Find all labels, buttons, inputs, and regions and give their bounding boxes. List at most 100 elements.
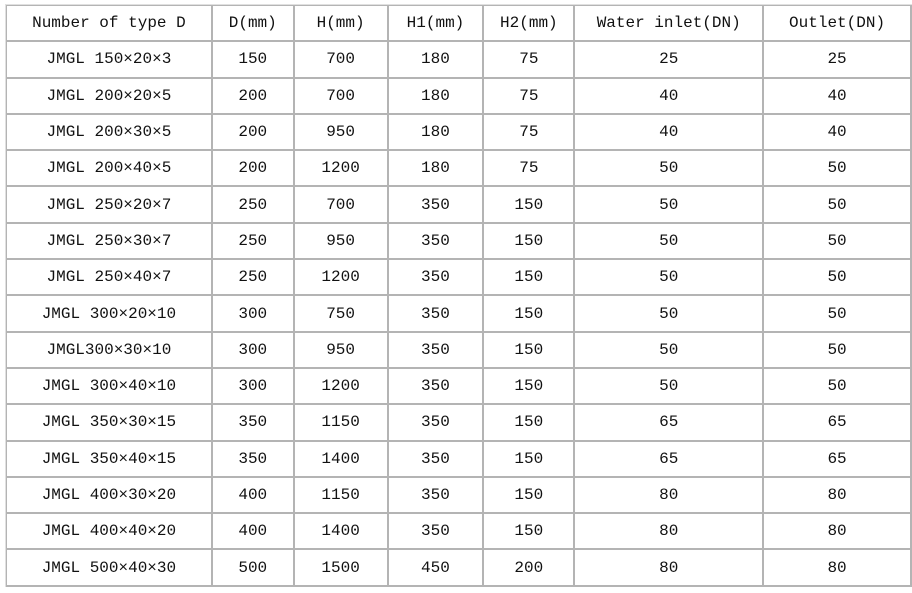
table-cell: 150: [484, 260, 576, 297]
table-cell: JMGL 250×30×7: [6, 223, 213, 261]
table-cell: 350: [388, 368, 485, 406]
table-cell: 80: [764, 550, 912, 587]
table-cell: 50: [764, 223, 912, 261]
table-row: JMGL 200×30×5 200 950 180 75 40 40: [6, 114, 912, 152]
table-row: JMGL 250×30×7 250 950 350 150 50 50: [6, 223, 912, 261]
table-cell: 80: [764, 477, 912, 515]
table-cell: 350: [212, 441, 295, 478]
table-cell: 350: [388, 187, 485, 224]
column-header: H(mm): [294, 5, 389, 43]
table-cell: 50: [575, 332, 765, 369]
table-row: JMGL 150×20×3 150 700 180 75 25 25: [6, 42, 912, 79]
table-cell: JMGL 350×40×15: [6, 441, 213, 478]
table-cell: 1200: [294, 151, 389, 188]
table-cell: 40: [764, 114, 912, 152]
table-cell: 1200: [294, 368, 389, 406]
table-cell: 1400: [294, 514, 389, 551]
table-cell: JMGL 250×40×7: [6, 260, 213, 297]
column-header: Number of type D: [6, 5, 213, 43]
table-cell: 350: [388, 477, 485, 515]
table-cell: 150: [484, 223, 576, 261]
table-cell: 50: [575, 296, 765, 333]
table-cell: 40: [575, 78, 765, 115]
table-cell: JMGL 150×20×3: [6, 42, 213, 79]
table-cell: JMGL 200×40×5: [6, 151, 213, 188]
table-cell: 150: [484, 441, 576, 478]
table-cell: 700: [294, 78, 389, 115]
table-cell: JMGL 300×20×10: [6, 296, 213, 333]
table-cell: 75: [484, 78, 576, 115]
table-cell: 50: [575, 151, 765, 188]
table-cell: 50: [764, 332, 912, 369]
table-cell: 150: [484, 296, 576, 333]
header-row: Number of type D D(mm) H(mm) H1(mm) H2(mm) Wa…: [6, 5, 912, 43]
table-cell: 65: [575, 441, 765, 478]
table-cell: 150: [484, 514, 576, 551]
table-cell: 80: [575, 514, 765, 551]
table-row: JMGL300×30×10 300 950 350 150 50 50: [6, 332, 912, 369]
table-cell: 75: [484, 42, 576, 79]
table-cell: 40: [575, 114, 765, 152]
table-cell: 500: [212, 550, 295, 587]
table-row: JMGL 350×30×15 350 1150 350 150 65 65: [6, 405, 912, 442]
table-cell: 350: [388, 514, 485, 551]
table-cell: 250: [212, 260, 295, 297]
table-cell: 950: [294, 114, 389, 152]
table-cell: 300: [212, 296, 295, 333]
table-cell: 50: [575, 260, 765, 297]
table-cell: 50: [764, 151, 912, 188]
table-cell: 400: [212, 477, 295, 515]
table-cell: 1400: [294, 441, 389, 478]
table-cell: 350: [388, 260, 485, 297]
table-cell: 80: [764, 514, 912, 551]
table-cell: 250: [212, 187, 295, 224]
table-cell: 950: [294, 223, 389, 261]
table-cell: 80: [575, 550, 765, 587]
table-cell: 40: [764, 78, 912, 115]
table-cell: JMGL 200×30×5: [6, 114, 213, 152]
table-cell: JMGL300×30×10: [6, 332, 213, 369]
table-cell: 150: [212, 42, 295, 79]
table-row: JMGL 200×20×5 200 700 180 75 40 40: [6, 78, 912, 115]
table-cell: 350: [388, 441, 485, 478]
table-cell: 180: [388, 114, 485, 152]
table-cell: 1150: [294, 477, 389, 515]
table-cell: 350: [212, 405, 295, 442]
table-cell: 300: [212, 332, 295, 369]
column-header: H1(mm): [388, 5, 485, 43]
table-cell: JMGL 400×40×20: [6, 514, 213, 551]
table-row: JMGL 200×40×5 200 1200 180 75 50 50: [6, 151, 912, 188]
table-cell: 25: [764, 42, 912, 79]
table-row: JMGL 400×40×20 400 1400 350 150 80 80: [6, 514, 912, 551]
table-cell: 180: [388, 42, 485, 79]
spec-table: Number of type D D(mm) H(mm) H1(mm) H2(mm) Wa…: [5, 4, 912, 587]
table-cell: JMGL 500×40×30: [6, 550, 213, 587]
table-cell: 350: [388, 405, 485, 442]
table-cell: 150: [484, 332, 576, 369]
table-cell: 50: [575, 187, 765, 224]
table-cell: 950: [294, 332, 389, 369]
table-cell: 750: [294, 296, 389, 333]
table-cell: JMGL 400×30×20: [6, 477, 213, 515]
table-row: JMGL 300×40×10 300 1200 350 150 50 50: [6, 368, 912, 406]
table-cell: JMGL 300×40×10: [6, 368, 213, 406]
table-cell: 250: [212, 223, 295, 261]
table-cell: 150: [484, 477, 576, 515]
table-cell: 350: [388, 332, 485, 369]
column-header: Water inlet(DN): [575, 5, 765, 43]
table-cell: 700: [294, 187, 389, 224]
column-header: H2(mm): [484, 5, 576, 43]
table-cell: 75: [484, 114, 576, 152]
table-cell: 350: [388, 223, 485, 261]
table-cell: 25: [575, 42, 765, 79]
table-cell: 200: [484, 550, 576, 587]
table-cell: 75: [484, 151, 576, 188]
table-cell: JMGL 350×30×15: [6, 405, 213, 442]
table-cell: 50: [764, 260, 912, 297]
table-cell: 50: [575, 223, 765, 261]
table-row: JMGL 250×40×7 250 1200 350 150 50 50: [6, 260, 912, 297]
table-cell: JMGL 200×20×5: [6, 78, 213, 115]
table-cell: 180: [388, 151, 485, 188]
table-row: JMGL 350×40×15 350 1400 350 150 65 65: [6, 441, 912, 478]
table-cell: 200: [212, 78, 295, 115]
